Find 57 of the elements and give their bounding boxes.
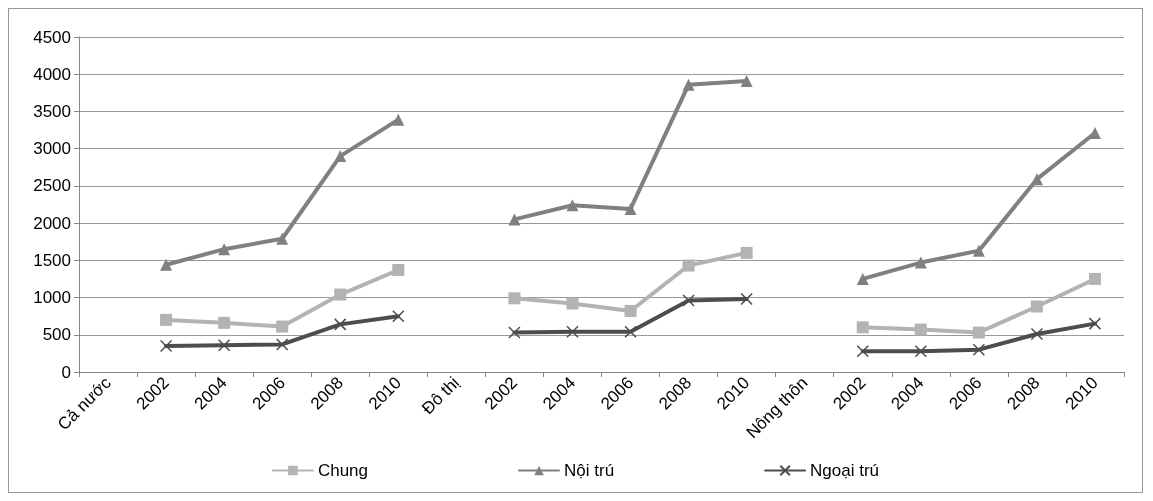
point bbox=[914, 256, 927, 269]
point bbox=[334, 288, 347, 301]
point bbox=[392, 113, 405, 126]
point bbox=[1088, 317, 1102, 330]
point bbox=[1030, 300, 1043, 313]
point bbox=[218, 243, 231, 256]
point bbox=[624, 304, 637, 317]
y-tick-label: 4500 bbox=[33, 27, 71, 47]
y-tick-label: 500 bbox=[42, 325, 71, 345]
y-tick-label: 2000 bbox=[33, 213, 71, 233]
point bbox=[218, 316, 231, 329]
point bbox=[160, 313, 173, 326]
point bbox=[914, 344, 928, 358]
y-tick-label: 1000 bbox=[33, 288, 71, 308]
point bbox=[914, 323, 927, 336]
point bbox=[856, 344, 869, 358]
point bbox=[624, 202, 637, 215]
point bbox=[508, 326, 521, 339]
point bbox=[566, 325, 579, 339]
point bbox=[1088, 272, 1101, 285]
point bbox=[392, 264, 405, 277]
point bbox=[740, 292, 753, 306]
y-tick-label: 2500 bbox=[33, 176, 71, 196]
legend-label: Nội trú bbox=[564, 461, 615, 480]
legend-label: Chung bbox=[317, 461, 369, 480]
point bbox=[682, 78, 695, 91]
y-tick-label: 1500 bbox=[33, 250, 71, 270]
point bbox=[566, 199, 579, 212]
point bbox=[972, 326, 985, 339]
point bbox=[740, 246, 753, 259]
x-tick-label: Đô thị bbox=[418, 373, 464, 419]
point bbox=[160, 258, 173, 271]
point bbox=[972, 244, 985, 257]
point bbox=[682, 259, 695, 272]
y-tick-label: 0 bbox=[61, 362, 71, 382]
point bbox=[275, 338, 289, 351]
legend-label: Ngoại trú bbox=[810, 461, 880, 480]
point bbox=[276, 320, 289, 333]
point bbox=[1030, 327, 1044, 341]
point bbox=[856, 321, 869, 334]
point bbox=[508, 213, 521, 226]
point bbox=[624, 325, 637, 339]
point bbox=[566, 297, 579, 310]
y-tick-label: 3500 bbox=[33, 101, 71, 121]
y-tick-label: 3000 bbox=[33, 139, 71, 159]
point bbox=[392, 309, 405, 323]
point bbox=[856, 272, 869, 285]
point bbox=[159, 339, 173, 353]
point bbox=[508, 292, 521, 305]
point bbox=[276, 232, 289, 245]
point bbox=[217, 338, 231, 352]
point bbox=[972, 343, 986, 356]
point bbox=[682, 294, 695, 307]
point bbox=[740, 74, 753, 87]
point bbox=[334, 150, 347, 163]
y-tick-label: 4000 bbox=[33, 64, 71, 84]
point bbox=[334, 318, 347, 331]
